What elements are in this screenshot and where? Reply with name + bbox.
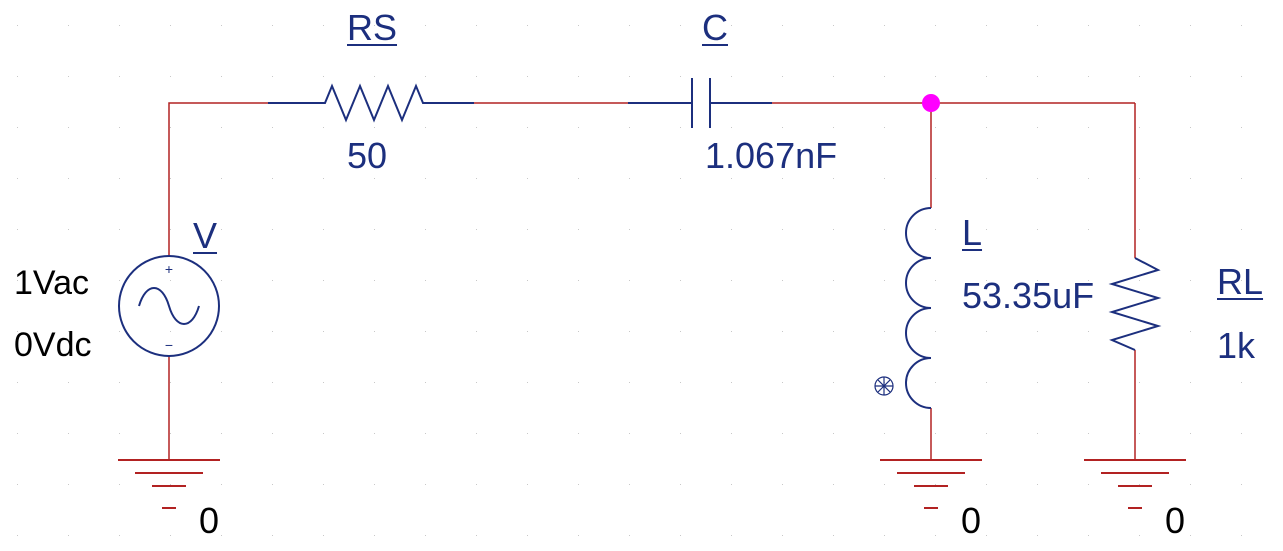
resistor-rl-symbol[interactable] [1108, 257, 1162, 351]
source-reference-label: V [193, 215, 218, 256]
rs-reference-label: RS [347, 7, 398, 48]
c-value-label: 1.067nF [705, 135, 838, 176]
ground-symbol-source[interactable] [118, 459, 220, 509]
source-ac-label: 1Vac [14, 264, 89, 302]
ground-symbol-inductor[interactable] [880, 459, 982, 509]
ground-node-label-load: 0 [1165, 500, 1186, 541]
c-reference-label: C [702, 7, 728, 48]
source-plus-sign: + [165, 261, 173, 277]
l-reference-label: L [962, 212, 983, 253]
l-value-label: 53.35uF [962, 275, 1095, 316]
ground-node-label-source: 0 [199, 500, 220, 541]
source-minus-sign: − [165, 337, 173, 353]
grid-dots [17, 25, 1242, 536]
ground-node-label-inductor: 0 [961, 500, 982, 541]
rl-reference-label: RL [1217, 261, 1264, 302]
rl-value-label: 1k [1217, 325, 1256, 366]
capacitor-c-symbol[interactable] [628, 78, 772, 128]
junction-dot[interactable] [922, 94, 940, 112]
resistor-rs-symbol[interactable] [268, 83, 474, 123]
ground-symbol-load[interactable] [1084, 459, 1186, 509]
inductor-marker-icon [874, 376, 894, 396]
rs-value-label: 50 [347, 135, 388, 176]
source-dc-label: 0Vdc [14, 326, 92, 364]
voltage-source-symbol[interactable] [118, 255, 220, 357]
inductor-l-symbol[interactable] [905, 207, 932, 409]
